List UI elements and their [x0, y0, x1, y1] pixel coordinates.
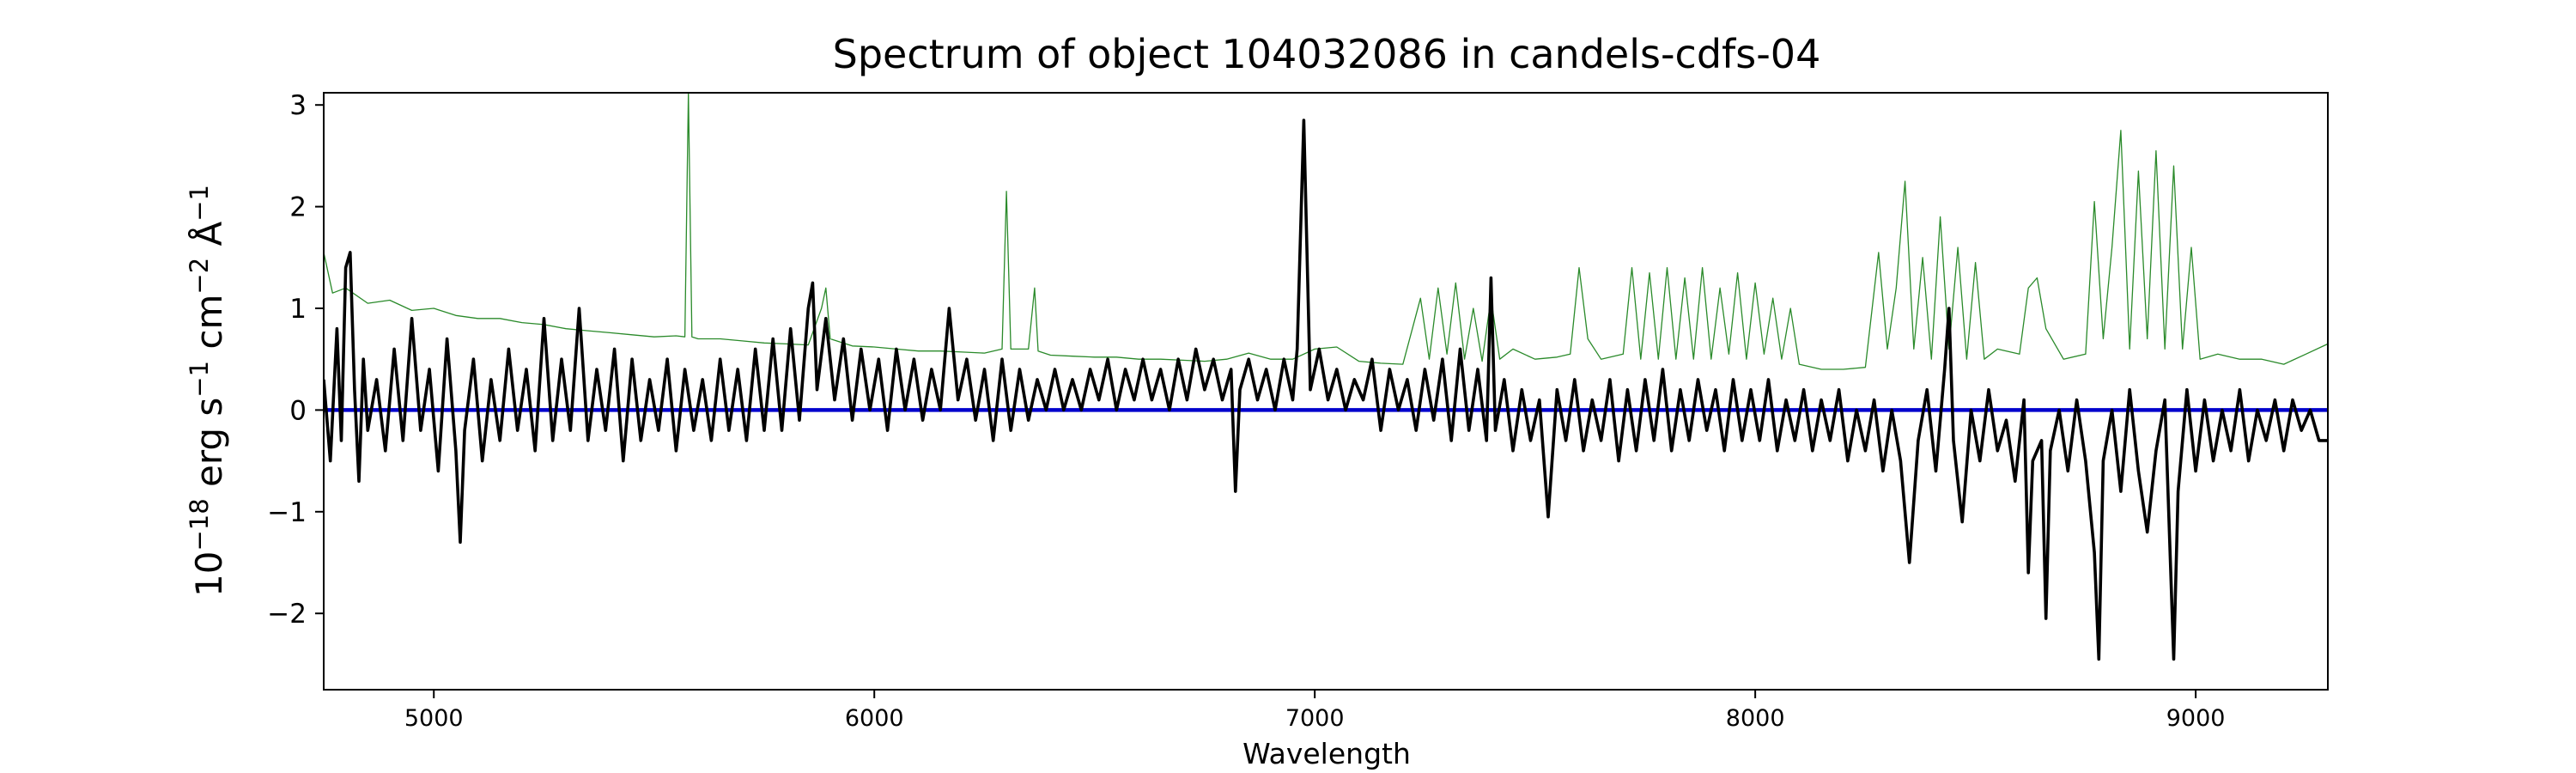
series-line-1	[324, 93, 2328, 370]
y-tick-label: −1	[267, 497, 307, 528]
x-axis-label: Wavelength	[1242, 737, 1411, 770]
y-tick-label: 1	[289, 294, 307, 325]
y-tick-label: 0	[289, 395, 307, 426]
y-axis-label-exp3: −2	[185, 258, 214, 295]
y-axis-label-base: 10	[188, 551, 230, 597]
y-axis-label: 10−18 erg s−1 cm−2 Å−1	[185, 185, 230, 597]
plot-area-frame	[323, 92, 2329, 691]
x-tick-label: 5000	[404, 705, 464, 732]
y-axis-label-exp1: −18	[185, 498, 214, 551]
series-line-3	[324, 119, 2328, 661]
y-tick-label: 2	[289, 192, 307, 223]
y-axis-label-unit3: Å	[187, 222, 230, 258]
y-axis-label-unit2: cm	[188, 295, 230, 361]
y-tick-label: −2	[267, 599, 307, 630]
axis-ticks: 5000 6000 7000 8000 9000 −2 −1 0 1 2 3	[267, 90, 2225, 732]
y-axis-label-exp2: −1	[185, 361, 214, 398]
y-tick-label: 3	[289, 90, 307, 121]
y-axis-label-exp4: −1	[185, 185, 214, 222]
x-tick-label: 7000	[1285, 705, 1345, 732]
series-layer	[324, 93, 2328, 661]
x-tick-label: 9000	[2166, 705, 2226, 732]
x-tick-label: 8000	[1726, 705, 1785, 732]
x-tick-label: 6000	[845, 705, 904, 732]
chart-title: Spectrum of object 104032086 in candels-…	[833, 31, 1821, 77]
y-axis-label-unit1: erg s	[188, 398, 230, 499]
